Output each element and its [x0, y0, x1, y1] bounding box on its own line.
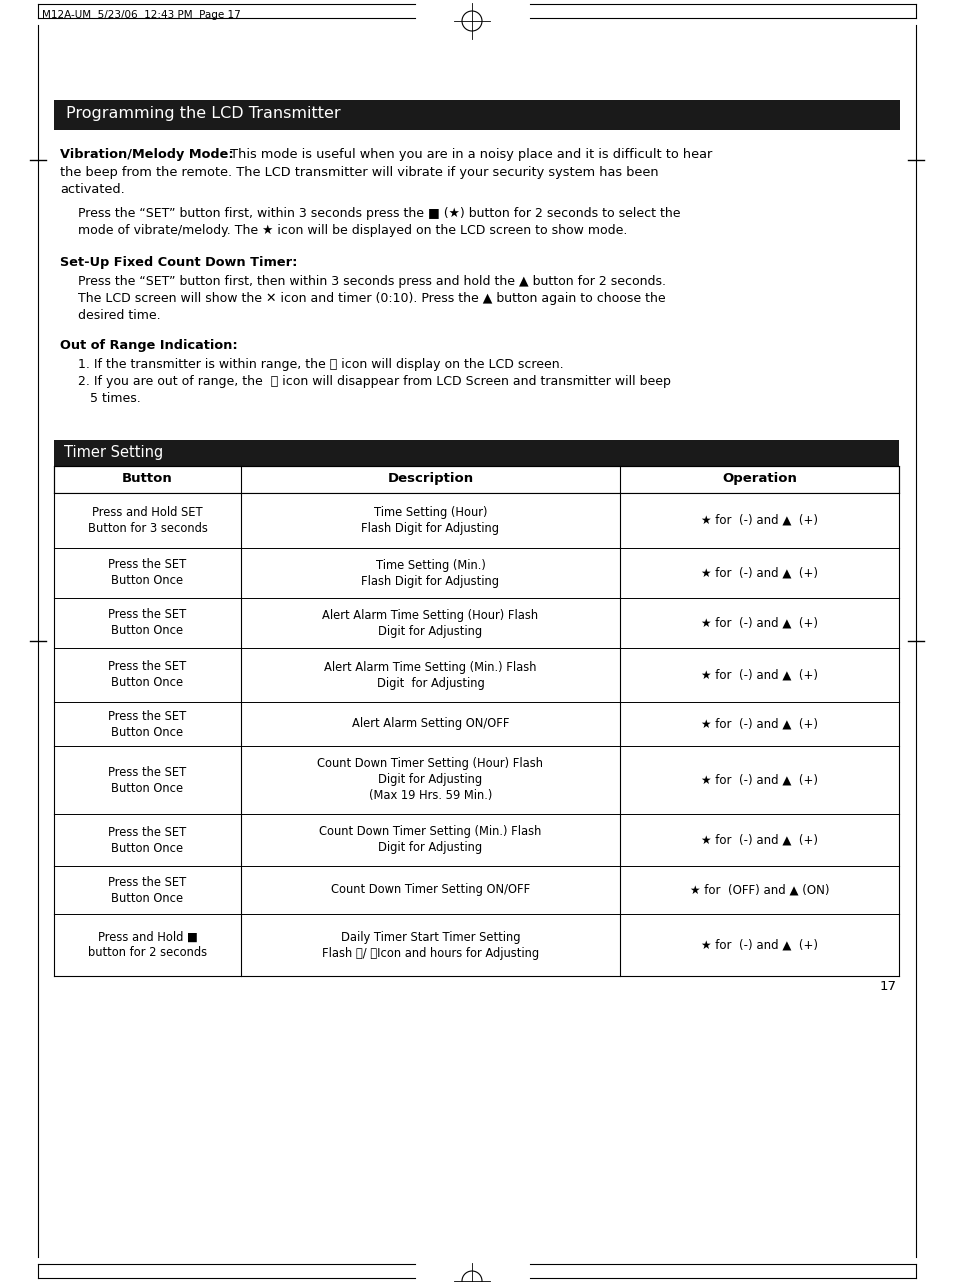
Text: Digit for Adjusting: Digit for Adjusting	[378, 773, 482, 786]
Text: Digit  for Adjusting: Digit for Adjusting	[376, 677, 484, 690]
Text: Alert Alarm Time Setting (Hour) Flash: Alert Alarm Time Setting (Hour) Flash	[322, 609, 538, 622]
Text: Press the SET: Press the SET	[109, 559, 187, 572]
Text: Programming the LCD Transmitter: Programming the LCD Transmitter	[66, 106, 340, 121]
Bar	[54, 100, 899, 129]
Text: Button Once: Button Once	[112, 574, 183, 587]
Text: ★ for  (-) and ▲  (+): ★ for (-) and ▲ (+)	[700, 833, 817, 846]
Text: Time Setting (Min.): Time Setting (Min.)	[375, 559, 485, 572]
Text: mode of vibrate/melody. The ★ icon will be displayed on the LCD screen to show m: mode of vibrate/melody. The ★ icon will …	[78, 224, 627, 237]
Text: ★ for  (-) and ▲  (+): ★ for (-) and ▲ (+)	[700, 668, 817, 682]
Text: Press the SET: Press the SET	[109, 660, 187, 673]
Text: Count Down Timer Setting (Hour) Flash: Count Down Timer Setting (Hour) Flash	[317, 758, 543, 770]
Bar	[54, 814, 898, 867]
Text: Count Down Timer Setting (Min.) Flash: Count Down Timer Setting (Min.) Flash	[319, 826, 541, 838]
Text: Press and Hold ■: Press and Hold ■	[97, 931, 197, 944]
Bar	[54, 465, 898, 494]
Text: This mode is useful when you are in a noisy place and it is difficult to hear: This mode is useful when you are in a no…	[226, 147, 712, 162]
Bar	[54, 547, 898, 597]
Text: 2. If you are out of range, the  ⓘ icon will disappear from LCD Screen and trans: 2. If you are out of range, the ⓘ icon w…	[78, 376, 670, 388]
Text: Press the “SET” button first, then within 3 seconds press and hold the ▲ button : Press the “SET” button first, then withi…	[78, 276, 665, 288]
Text: ★ for  (-) and ▲  (+): ★ for (-) and ▲ (+)	[700, 617, 817, 629]
Text: 17: 17	[879, 979, 896, 994]
Text: Digit for Adjusting: Digit for Adjusting	[378, 624, 482, 637]
Text: The LCD screen will show the ✕ icon and timer (0:10). Press the ▲ button again t: The LCD screen will show the ✕ icon and …	[78, 292, 665, 305]
Bar	[54, 867, 898, 914]
Bar	[54, 703, 898, 746]
Text: Digit for Adjusting: Digit for Adjusting	[378, 841, 482, 855]
Text: desired time.: desired time.	[78, 309, 160, 322]
Text: Button for 3 seconds: Button for 3 seconds	[88, 522, 207, 535]
Text: Description: Description	[387, 472, 473, 485]
Text: ★ for  (OFF) and ▲ (ON): ★ for (OFF) and ▲ (ON)	[689, 883, 828, 896]
Text: Button Once: Button Once	[112, 726, 183, 738]
Text: Button: Button	[122, 472, 172, 485]
Text: Button Once: Button Once	[112, 677, 183, 690]
Text: ★ for  (-) and ▲  (+): ★ for (-) and ▲ (+)	[700, 938, 817, 951]
Text: Flash ⓪/ ⓗIcon and hours for Adjusting: Flash ⓪/ ⓗIcon and hours for Adjusting	[321, 946, 538, 959]
Text: Press the SET: Press the SET	[109, 876, 187, 888]
Text: Out of Range Indication:: Out of Range Indication:	[60, 338, 237, 353]
Text: Press the SET: Press the SET	[109, 765, 187, 778]
Text: Alert Alarm Time Setting (Min.) Flash: Alert Alarm Time Setting (Min.) Flash	[324, 660, 537, 673]
Text: Press the SET: Press the SET	[109, 826, 187, 838]
Bar	[54, 597, 898, 647]
Text: Button Once: Button Once	[112, 782, 183, 795]
Text: Flash Digit for Adjusting: Flash Digit for Adjusting	[361, 522, 499, 535]
Bar	[54, 746, 898, 814]
Text: Time Setting (Hour): Time Setting (Hour)	[374, 506, 487, 519]
Text: Alert Alarm Setting ON/OFF: Alert Alarm Setting ON/OFF	[352, 718, 509, 731]
Text: 5 times.: 5 times.	[90, 392, 141, 405]
Text: the beep from the remote. The LCD transmitter will vibrate if your security syst: the beep from the remote. The LCD transm…	[60, 165, 658, 179]
Text: Daily Timer Start Timer Setting: Daily Timer Start Timer Setting	[340, 931, 519, 944]
Text: Button Once: Button Once	[112, 841, 183, 855]
Text: Vibration/Melody Mode:: Vibration/Melody Mode:	[60, 147, 233, 162]
Text: Button Once: Button Once	[112, 891, 183, 905]
Text: ★ for  (-) and ▲  (+): ★ for (-) and ▲ (+)	[700, 773, 817, 786]
Text: (Max 19 Hrs. 59 Min.): (Max 19 Hrs. 59 Min.)	[369, 790, 492, 803]
Bar	[54, 494, 898, 547]
Text: Press the “SET” button first, within 3 seconds press the ■ (★) button for 2 seco: Press the “SET” button first, within 3 s…	[78, 206, 679, 221]
Text: ★ for  (-) and ▲  (+): ★ for (-) and ▲ (+)	[700, 567, 817, 579]
Text: M12A-UM  5/23/06  12:43 PM  Page 17: M12A-UM 5/23/06 12:43 PM Page 17	[42, 10, 240, 21]
Text: Timer Setting: Timer Setting	[64, 445, 163, 460]
Text: Press the SET: Press the SET	[109, 709, 187, 723]
Text: Flash Digit for Adjusting: Flash Digit for Adjusting	[361, 574, 499, 587]
Bar	[54, 440, 898, 465]
Text: 1. If the transmitter is within range, the ⓘ icon will display on the LCD screen: 1. If the transmitter is within range, t…	[78, 358, 563, 370]
Text: activated.: activated.	[60, 183, 125, 196]
Text: Press the SET: Press the SET	[109, 609, 187, 622]
Bar	[54, 914, 898, 976]
Text: button for 2 seconds: button for 2 seconds	[88, 946, 207, 959]
Text: Operation: Operation	[721, 472, 796, 485]
Text: Set-Up Fixed Count Down Timer:: Set-Up Fixed Count Down Timer:	[60, 256, 297, 269]
Text: Press and Hold SET: Press and Hold SET	[92, 506, 203, 519]
Text: ★ for  (-) and ▲  (+): ★ for (-) and ▲ (+)	[700, 718, 817, 731]
Text: Count Down Timer Setting ON/OFF: Count Down Timer Setting ON/OFF	[331, 883, 530, 896]
Text: Button Once: Button Once	[112, 624, 183, 637]
Bar	[54, 647, 898, 703]
Text: ★ for  (-) and ▲  (+): ★ for (-) and ▲ (+)	[700, 514, 817, 527]
